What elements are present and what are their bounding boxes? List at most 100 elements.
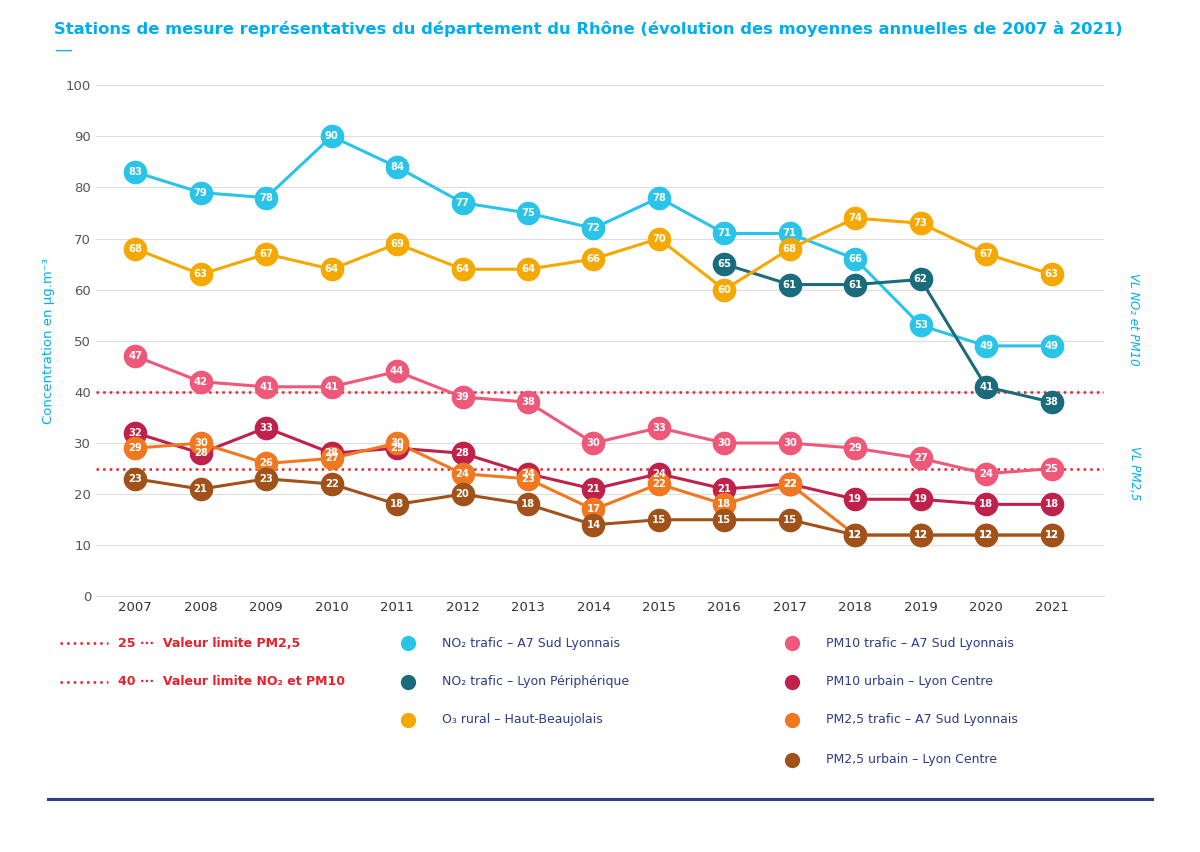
Text: 19: 19: [848, 494, 863, 504]
Text: 12: 12: [913, 530, 928, 540]
Text: 15: 15: [782, 515, 797, 525]
Text: 27: 27: [325, 453, 338, 463]
Text: 78: 78: [259, 193, 274, 203]
Text: 64: 64: [521, 264, 535, 274]
Text: 67: 67: [259, 249, 274, 259]
Text: 14: 14: [587, 520, 600, 530]
Text: 30: 30: [587, 438, 600, 448]
Text: 23: 23: [128, 474, 142, 484]
Text: 29: 29: [390, 443, 404, 453]
Text: 28: 28: [456, 448, 469, 458]
Text: 29: 29: [848, 443, 862, 453]
Text: 63: 63: [193, 269, 208, 279]
Text: 41: 41: [324, 382, 338, 392]
Text: 20: 20: [456, 489, 469, 499]
Text: 24: 24: [456, 469, 469, 479]
Text: 33: 33: [652, 423, 666, 433]
Text: 32: 32: [128, 428, 142, 438]
Text: 21: 21: [193, 484, 208, 494]
Text: 60: 60: [718, 285, 731, 295]
Text: 12: 12: [979, 530, 994, 540]
Text: VL PM2,5: VL PM2,5: [1128, 446, 1140, 500]
Text: 47: 47: [128, 351, 143, 361]
Text: 30: 30: [390, 438, 404, 448]
Text: 38: 38: [1045, 397, 1058, 407]
Text: 24: 24: [979, 469, 994, 479]
Text: 44: 44: [390, 366, 404, 377]
Text: 23: 23: [259, 474, 274, 484]
Text: 12: 12: [1045, 530, 1058, 540]
Text: 40 ···  Valeur limite NO₂ et PM10: 40 ··· Valeur limite NO₂ et PM10: [118, 675, 344, 688]
Text: 24: 24: [652, 469, 666, 479]
Text: 12: 12: [848, 530, 863, 540]
Text: —: —: [54, 41, 72, 59]
Text: 79: 79: [194, 187, 208, 198]
Text: 65: 65: [718, 259, 731, 269]
Text: 15: 15: [652, 515, 666, 525]
Y-axis label: Concentration en µg.m⁻³: Concentration en µg.m⁻³: [42, 258, 55, 423]
Text: 22: 22: [325, 479, 338, 489]
Text: 18: 18: [390, 499, 404, 509]
Text: 22: 22: [782, 479, 797, 489]
Text: 41: 41: [259, 382, 274, 392]
Text: 22: 22: [652, 479, 666, 489]
Text: 26: 26: [259, 458, 274, 469]
Text: 17: 17: [587, 504, 600, 515]
Text: 42: 42: [193, 377, 208, 387]
Text: 84: 84: [390, 162, 404, 172]
Text: 61: 61: [782, 279, 797, 290]
Text: 25 ···  Valeur limite PM2,5: 25 ··· Valeur limite PM2,5: [118, 636, 300, 650]
Text: 53: 53: [913, 320, 928, 331]
Text: 28: 28: [325, 448, 338, 458]
Text: 33: 33: [259, 423, 274, 433]
Text: 75: 75: [521, 208, 535, 218]
Text: 72: 72: [587, 223, 600, 233]
Text: 28: 28: [193, 448, 208, 458]
Text: 38: 38: [521, 397, 535, 407]
Text: 67: 67: [979, 249, 994, 259]
Text: 18: 18: [521, 499, 535, 509]
Text: PM2,5 trafic – A7 Sud Lyonnais: PM2,5 trafic – A7 Sud Lyonnais: [826, 713, 1018, 727]
Text: 15: 15: [718, 515, 732, 525]
Text: PM2,5 urbain – Lyon Centre: PM2,5 urbain – Lyon Centre: [826, 753, 997, 767]
Text: 68: 68: [128, 244, 143, 254]
Text: 12: 12: [979, 530, 994, 540]
Text: 71: 71: [782, 228, 797, 239]
Text: PM10 urbain – Lyon Centre: PM10 urbain – Lyon Centre: [826, 675, 992, 688]
Text: 21: 21: [718, 484, 731, 494]
Text: 23: 23: [521, 474, 535, 484]
Text: 61: 61: [848, 279, 863, 290]
Text: 18: 18: [1044, 499, 1058, 509]
Text: 64: 64: [456, 264, 469, 274]
Text: 25: 25: [1045, 463, 1058, 474]
Text: 39: 39: [456, 392, 469, 402]
Text: 74: 74: [848, 213, 863, 223]
Text: 73: 73: [914, 218, 928, 228]
Text: 78: 78: [652, 193, 666, 203]
Text: 64: 64: [324, 264, 338, 274]
Text: 30: 30: [194, 438, 208, 448]
Text: 66: 66: [848, 254, 863, 264]
Text: 18: 18: [718, 499, 732, 509]
Text: 90: 90: [325, 131, 338, 141]
Text: 77: 77: [456, 198, 469, 208]
Text: 49: 49: [979, 341, 994, 351]
Text: VL NO₂ et PM10: VL NO₂ et PM10: [1128, 273, 1140, 366]
Text: 19: 19: [913, 494, 928, 504]
Text: 63: 63: [1045, 269, 1058, 279]
Text: 41: 41: [979, 382, 994, 392]
Text: 29: 29: [128, 443, 142, 453]
Text: NO₂ trafic – A7 Sud Lyonnais: NO₂ trafic – A7 Sud Lyonnais: [442, 636, 619, 650]
Text: 21: 21: [587, 484, 600, 494]
Text: 30: 30: [782, 438, 797, 448]
Text: 69: 69: [390, 239, 404, 249]
Text: 66: 66: [587, 254, 600, 264]
Text: 12: 12: [913, 530, 928, 540]
Text: 83: 83: [128, 167, 143, 177]
Text: 71: 71: [718, 228, 731, 239]
Text: PM10 trafic – A7 Sud Lyonnais: PM10 trafic – A7 Sud Lyonnais: [826, 636, 1014, 650]
Text: 12: 12: [848, 530, 863, 540]
Text: 62: 62: [913, 274, 928, 285]
Text: 70: 70: [652, 233, 666, 244]
Text: Stations de mesure représentatives du département du Rhône (évolution des moyenn: Stations de mesure représentatives du dé…: [54, 21, 1123, 37]
